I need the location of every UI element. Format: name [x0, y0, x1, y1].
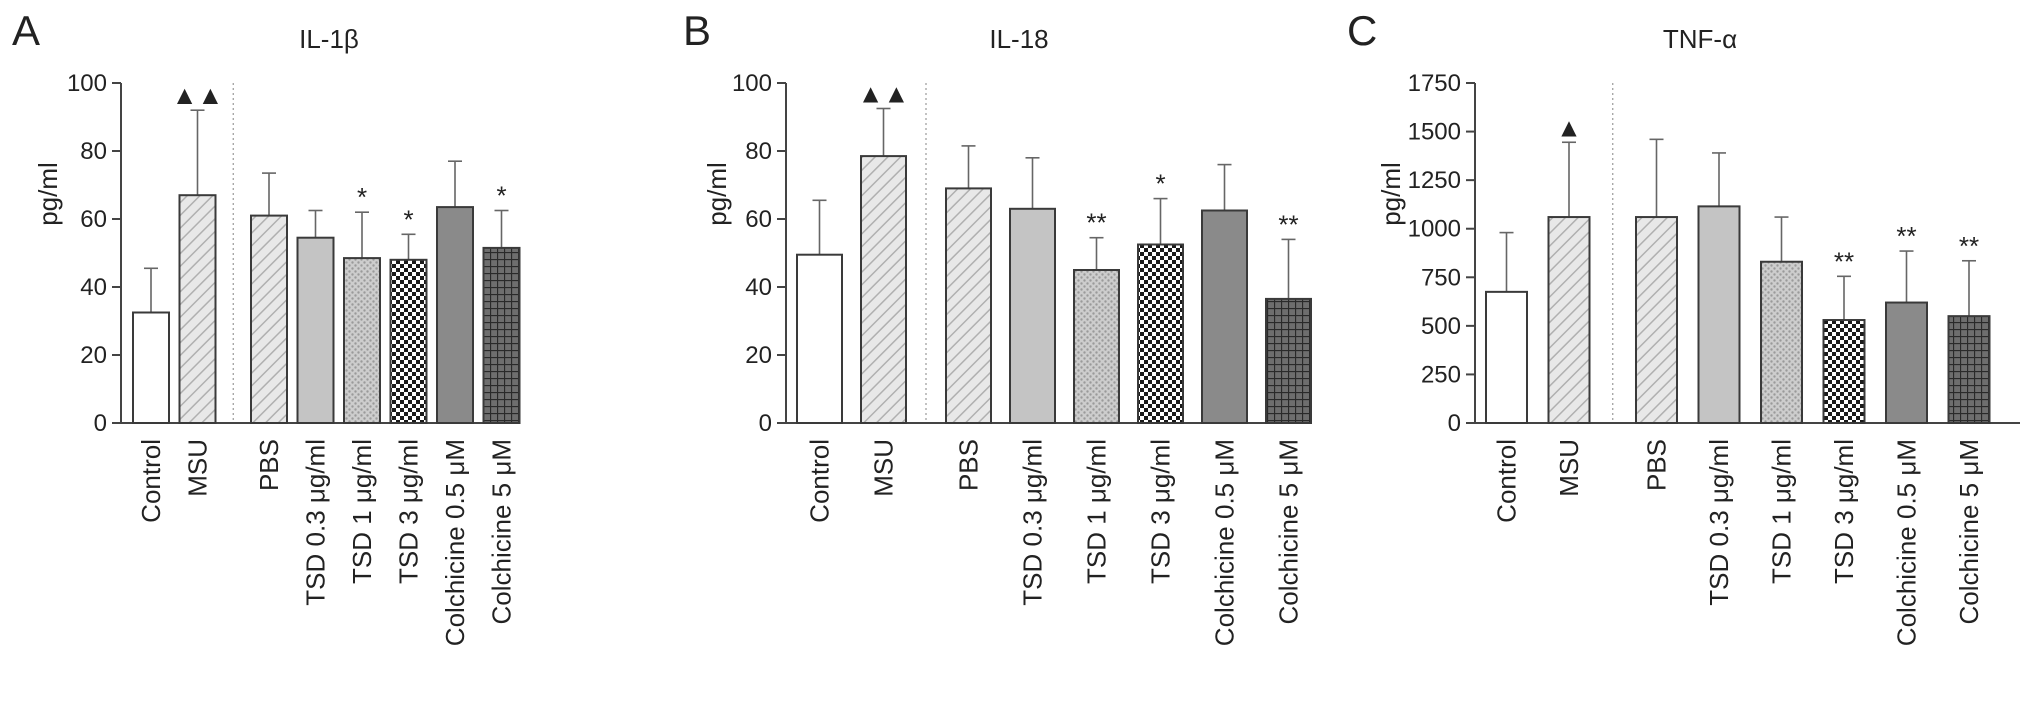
y-tick-label: 1750 — [1408, 70, 1461, 97]
y-tick-label: 0 — [94, 410, 107, 437]
bars: Control ▲ MSU PBS TSD 0.3 μg/ml TSD 1 μg/ml **… — [1485, 83, 1991, 646]
significance-marker: * — [1155, 169, 1165, 199]
category-label: TSD 0.3 μg/ml — [1018, 439, 1048, 606]
bar — [482, 246, 521, 424]
bar — [1635, 216, 1678, 424]
bar — [178, 194, 217, 424]
bar — [1009, 207, 1056, 424]
y-axis-label: pg/ml — [33, 162, 63, 226]
y-tick-label: 20 — [80, 342, 107, 369]
y-tick-label: 40 — [745, 274, 772, 301]
panel-letter: B — [683, 7, 711, 54]
category-label: TSD 0.3 μg/ml — [301, 439, 331, 606]
chart-title: IL-1β — [299, 24, 359, 54]
bar — [1137, 243, 1184, 424]
panel-c: C TNF-α pg/ml 0 250 500 750 1000 1250 1500 1750… — [1347, 7, 2020, 646]
category-label: MSU — [1554, 439, 1584, 497]
y-tick-label: 1250 — [1408, 167, 1461, 194]
panel-letter: A — [12, 7, 40, 54]
panel-a: A IL-1β pg/ml 0 20 40 60 80 100 Control ▲▲ MSU P… — [12, 7, 521, 646]
bar — [1760, 260, 1803, 424]
category-label: TSD 1 μg/ml — [347, 439, 377, 584]
category-label: MSU — [869, 439, 899, 497]
category-label: Control — [1492, 439, 1522, 523]
significance-marker: ▲▲ — [172, 80, 223, 110]
category-label: Control — [136, 439, 166, 523]
significance-marker: ▲ — [1556, 112, 1582, 142]
y-tick-label: 500 — [1421, 313, 1461, 340]
y-tick-label: 750 — [1421, 264, 1461, 291]
significance-marker: ** — [1086, 208, 1106, 238]
chart-title: IL-18 — [989, 24, 1048, 54]
bar — [1947, 315, 1991, 424]
bar — [1265, 297, 1312, 424]
bar — [436, 206, 474, 424]
bar — [860, 155, 907, 424]
significance-marker: * — [403, 204, 413, 234]
category-label: MSU — [183, 439, 213, 497]
bars: Control ▲▲ MSU PBS TSD 0.3 μg/ml * TSD 1 μg/ml… — [132, 80, 521, 646]
y-tick-label: 0 — [1448, 410, 1461, 437]
bar — [1073, 269, 1120, 424]
category-label: Colchicine 5 μM — [1274, 439, 1304, 625]
bar — [1885, 301, 1928, 424]
bar — [1697, 205, 1741, 424]
category-label: TSD 3 μg/ml — [1146, 439, 1176, 584]
bar — [250, 214, 288, 424]
bar — [1485, 290, 1528, 424]
y-tick-label: 100 — [67, 70, 107, 97]
category-label: Colchicine 5 μM — [487, 439, 517, 625]
bar — [796, 253, 843, 424]
y-axis-label: pg/ml — [1376, 162, 1406, 226]
significance-marker: ** — [1278, 209, 1298, 239]
panel-letter: C — [1347, 7, 1377, 54]
y-tick-label: 80 — [80, 138, 107, 165]
significance-marker: ** — [1959, 231, 1979, 261]
y-tick-label: 80 — [745, 138, 772, 165]
y-ticks: 0 250 500 750 1000 1250 1500 1750 — [1408, 70, 1475, 437]
y-tick-label: 60 — [80, 206, 107, 233]
y-axis-label: pg/ml — [702, 162, 732, 226]
bar — [1547, 216, 1591, 424]
y-tick-label: 100 — [732, 70, 772, 97]
y-tick-label: 1500 — [1408, 119, 1461, 146]
y-tick-label: 40 — [80, 274, 107, 301]
category-label: PBS — [254, 439, 284, 491]
y-tick-label: 0 — [759, 410, 772, 437]
category-label: TSD 3 μg/ml — [394, 439, 424, 584]
y-tick-label: 250 — [1421, 361, 1461, 388]
chart-title: TNF-α — [1663, 24, 1737, 54]
category-label: PBS — [954, 439, 984, 491]
bar — [1201, 209, 1248, 424]
category-label: Control — [805, 439, 835, 523]
y-ticks: 0 20 40 60 80 100 — [732, 70, 786, 437]
significance-marker: * — [357, 182, 367, 212]
category-label: Colchicine 0.5 μM — [1892, 439, 1922, 646]
significance-marker: ** — [1834, 246, 1854, 276]
bar — [343, 257, 381, 424]
significance-marker: * — [496, 181, 506, 211]
significance-marker: ▲▲ — [858, 79, 909, 109]
y-tick-label: 1000 — [1408, 216, 1461, 243]
bar — [132, 311, 170, 424]
category-label: TSD 1 μg/ml — [1767, 439, 1797, 584]
bar — [1822, 319, 1866, 424]
y-ticks: 0 20 40 60 80 100 — [67, 70, 121, 437]
panel-b: B IL-18 pg/ml 0 20 40 60 80 100 Control ▲▲ MSU P… — [683, 7, 1312, 646]
category-label: Colchicine 0.5 μM — [440, 439, 470, 646]
category-label: TSD 1 μg/ml — [1082, 439, 1112, 584]
category-label: TSD 3 μg/ml — [1829, 439, 1859, 584]
bar — [945, 187, 992, 424]
category-label: Colchicine 0.5 μM — [1210, 439, 1240, 646]
y-tick-label: 20 — [745, 342, 772, 369]
bars: Control ▲▲ MSU PBS TSD 0.3 μg/ml ** TSD 1 μg/m… — [796, 79, 1312, 646]
category-label: PBS — [1642, 439, 1672, 491]
bar — [296, 236, 335, 424]
bar — [389, 258, 428, 424]
category-label: TSD 0.3 μg/ml — [1704, 439, 1734, 606]
category-label: Colchicine 5 μM — [1954, 439, 1984, 625]
y-tick-label: 60 — [745, 206, 772, 233]
significance-marker: ** — [1896, 221, 1916, 251]
